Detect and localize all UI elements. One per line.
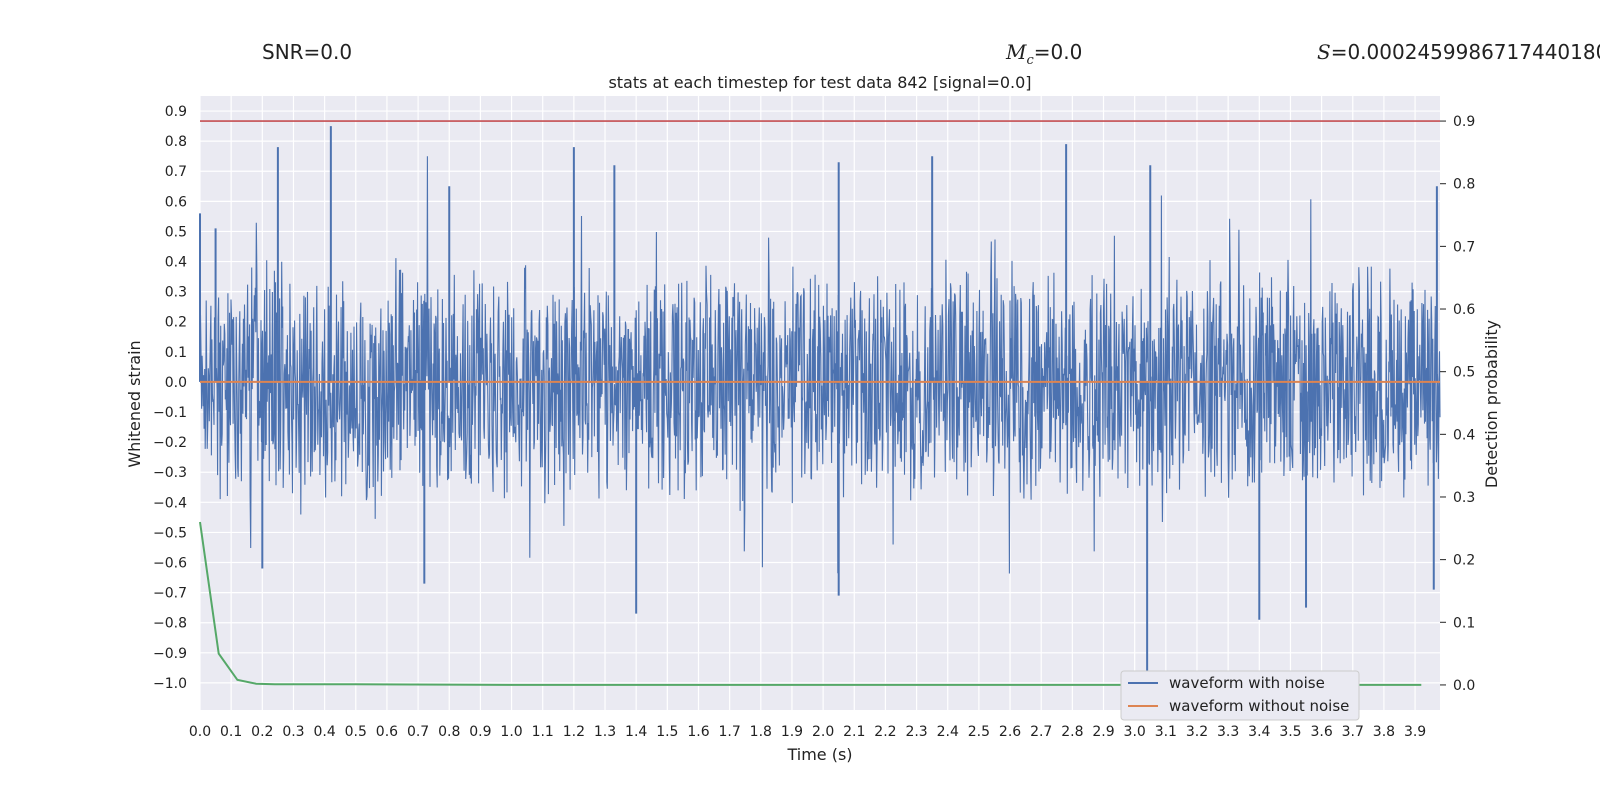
x-tick-label: 1.7: [719, 724, 741, 740]
x-tick-label: 0.2: [251, 724, 273, 740]
y-tick-label: −0.9: [153, 646, 187, 662]
x-tick-label: 2.9: [1092, 724, 1114, 740]
x-tick-label: 0.9: [469, 724, 491, 740]
y-tick-label: −0.5: [153, 525, 187, 541]
y-tick-label: 0.8: [165, 134, 187, 150]
x-tick-label: 0.3: [282, 724, 304, 740]
x-tick-label: 1.5: [656, 724, 678, 740]
x-tick-label: 3.2: [1186, 724, 1208, 740]
y-tick-label: 0.4: [165, 255, 187, 271]
legend: waveform with noise waveform without noi…: [1120, 670, 1360, 721]
chart-title: stats at each timestep for test data 842…: [608, 73, 1031, 92]
y-tick-label: −0.2: [153, 435, 187, 451]
x-tick-label: 3.0: [1124, 724, 1146, 740]
x-tick-label: 2.5: [968, 724, 990, 740]
chirp-mass-subscript: c: [1026, 53, 1034, 68]
y-tick-label: −0.3: [153, 465, 187, 481]
x-tick-label: 1.2: [563, 724, 585, 740]
series-waveform-noise: [199, 126, 1441, 683]
y-tick-label: −0.8: [153, 616, 187, 632]
x-tick-label: 2.0: [812, 724, 834, 740]
y2-tick-label: 0.4: [1453, 427, 1475, 443]
x-tick-label: 3.7: [1342, 724, 1364, 740]
y2-tick-label: 0.6: [1453, 302, 1475, 318]
x-tick-label: 3.8: [1373, 724, 1395, 740]
x-tick-label: 0.8: [438, 724, 460, 740]
y2-tick-label: 0.7: [1453, 239, 1475, 255]
x-tick-label: 2.4: [937, 724, 959, 740]
x-tick-label: 1.6: [687, 724, 709, 740]
x-tick-label: 1.4: [625, 724, 647, 740]
x-tick-label: 3.9: [1404, 724, 1426, 740]
y2-tick-label: 0.3: [1453, 490, 1475, 506]
x-tick-label: 1.3: [594, 724, 616, 740]
y-tick-label: −0.7: [153, 586, 187, 602]
y2-tick-label: 0.5: [1453, 365, 1475, 381]
x-tick-label: 1.1: [532, 724, 554, 740]
y2-tick-label: 0.9: [1453, 114, 1475, 130]
x-tick-label: 2.7: [1030, 724, 1052, 740]
x-tick-label: 0.5: [345, 724, 367, 740]
y-tick-label: 0.1: [165, 345, 187, 361]
y-tick-label: 0.3: [165, 285, 187, 301]
chirp-mass-label: Mc=0.0: [1006, 40, 1082, 68]
x-axis-label: Time (s): [786, 745, 852, 764]
x-tick-label: 3.3: [1217, 724, 1239, 740]
y-tick-label: −0.6: [153, 556, 187, 572]
x-tick-label: 0.1: [220, 724, 242, 740]
legend-box: [1120, 670, 1360, 721]
x-tick-label: 1.9: [781, 724, 803, 740]
y-tick-label: 0.2: [165, 315, 187, 331]
x-tick-label: 2.6: [999, 724, 1021, 740]
legend-label-clean: waveform without noise: [1169, 697, 1349, 715]
y2-axis-label: Detection probability: [1482, 320, 1501, 488]
x-tick-label: 0.0: [189, 724, 211, 740]
x-tick-label: 2.2: [874, 724, 896, 740]
x-tick-label: 3.6: [1310, 724, 1332, 740]
x-tick-label: 3.1: [1155, 724, 1177, 740]
y-tick-label: 0.0: [165, 375, 187, 391]
y2-tick-label: 0.1: [1453, 615, 1475, 631]
x-tick-label: 0.4: [313, 724, 335, 740]
snr-label: SNR=0.0: [262, 40, 353, 64]
x-tick-label: 3.4: [1248, 724, 1270, 740]
x-tick-label: 0.7: [407, 724, 429, 740]
x-tick-label: 3.5: [1279, 724, 1301, 740]
y-tick-label: 0.9: [165, 104, 187, 120]
y-tick-label: 0.6: [165, 194, 187, 210]
x-tick-label: 1.0: [500, 724, 522, 740]
y2-tick-label: 0.8: [1453, 177, 1475, 193]
chirp-mass-value: =0.0: [1033, 40, 1083, 64]
y2-tick-labels: 0.9 0.8 0.7 0.6 0.5 0.4 0.3 0.2 0.1 0.0: [1440, 114, 1475, 694]
legend-label-noise: waveform with noise: [1169, 674, 1325, 692]
x-tick-label: 0.6: [376, 724, 398, 740]
y2-tick-label: 0.0: [1453, 678, 1475, 694]
score-value: =0.0002459986717440180: [1330, 40, 1600, 64]
series-detection-probability: [199, 521, 1422, 686]
score-symbol: S: [1317, 40, 1331, 64]
score-label: S=0.0002459986717440180: [1317, 40, 1600, 64]
y2-tick-label: 0.2: [1453, 553, 1475, 569]
noise-trace: [199, 156, 1441, 574]
y-tick-labels: 0.9 0.8 0.7 0.6 0.5 0.4 0.3 0.2 0.1 0.0 −0.1 −0.2 −0…: [153, 104, 187, 692]
x-tick-label: 2.1: [843, 724, 865, 740]
x-tick-label: 2.8: [1061, 724, 1083, 740]
y-tick-label: −0.4: [153, 495, 187, 511]
y-tick-label: −1.0: [153, 676, 187, 692]
y-axis-label: Whitened strain: [125, 340, 144, 467]
x-tick-label: 1.8: [750, 724, 772, 740]
x-tick-labels: 0.0 0.1 0.2 0.3 0.4 0.5 0.6 0.7 0.8 0.9 1.0 1.1 1.2 1…: [189, 724, 1426, 740]
x-tick-label: 2.3: [905, 724, 927, 740]
chirp-mass-symbol: M: [1006, 40, 1027, 64]
y-tick-label: 0.5: [165, 224, 187, 240]
y-tick-label: −0.1: [153, 405, 187, 421]
y-tick-label: 0.7: [165, 164, 187, 180]
